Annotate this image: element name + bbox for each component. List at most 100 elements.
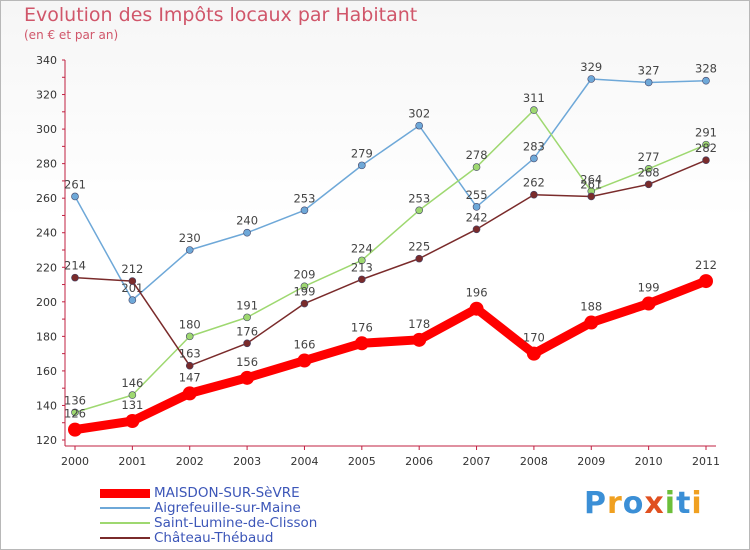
data-point	[243, 313, 251, 322]
data-point	[584, 315, 599, 330]
data-label: 178	[408, 317, 430, 331]
data-label: 212	[121, 262, 143, 276]
data-label: 311	[523, 91, 545, 105]
data-label: 282	[695, 141, 717, 155]
data-label: 240	[236, 214, 258, 228]
data-point	[71, 273, 79, 282]
legend-item: Château-Thébaud	[100, 530, 273, 546]
y-tick-label: 180	[36, 330, 57, 343]
data-label: 163	[179, 347, 201, 361]
data-point	[644, 165, 653, 173]
data-label: 201	[121, 281, 143, 295]
y-tick-label: 280	[36, 158, 57, 171]
legend-label: Saint-Lumine-de-Clisson	[154, 515, 318, 531]
data-label: 329	[580, 60, 602, 74]
legend-item: Aigrefeuille-sur-Maine	[100, 500, 301, 516]
data-point	[472, 203, 481, 211]
data-point	[358, 161, 366, 170]
data-label: 170	[523, 331, 545, 345]
data-point	[125, 414, 140, 428]
y-tick-label: 120	[36, 434, 57, 447]
data-point	[644, 78, 653, 87]
data-point	[530, 190, 538, 199]
data-label: 261	[64, 177, 86, 191]
legend-label: Aigrefeuille-sur-Maine	[154, 500, 301, 516]
data-point	[644, 180, 653, 189]
data-point	[702, 76, 710, 85]
x-tick-label: 2009	[577, 455, 605, 468]
data-label: 199	[638, 281, 660, 295]
data-label: 196	[466, 286, 488, 300]
logo-letter: i	[691, 486, 703, 521]
legend-swatch	[100, 507, 150, 509]
data-label: 264	[580, 172, 602, 186]
data-label: 212	[695, 258, 717, 272]
data-point	[128, 391, 137, 399]
data-point	[530, 106, 538, 114]
data-label: 277	[638, 150, 660, 164]
y-tick-label: 220	[36, 261, 57, 274]
data-point	[587, 75, 596, 83]
data-label: 180	[179, 317, 201, 331]
y-tick-label: 300	[36, 123, 57, 136]
y-tick-label: 240	[36, 227, 57, 240]
legend-item: Saint-Lumine-de-Clisson	[100, 515, 317, 531]
data-label: 126	[64, 407, 86, 421]
x-tick-label: 2007	[463, 455, 491, 468]
x-tick-label: 2004	[290, 455, 318, 468]
data-point	[530, 154, 538, 163]
data-point	[71, 408, 79, 417]
x-tick-label: 2002	[176, 455, 204, 468]
logo-letter: i	[664, 486, 677, 521]
data-point	[354, 336, 369, 351]
data-point	[587, 192, 596, 201]
data-label: 283	[523, 139, 545, 153]
data-label: 166	[293, 338, 315, 352]
chart-title: Evolution des Impôts locaux par Habitant	[24, 4, 418, 26]
data-label: 268	[638, 165, 660, 179]
series-line	[74, 159, 707, 367]
data-point	[526, 346, 541, 361]
data-label: 255	[466, 188, 488, 202]
logo-letter: o	[622, 486, 645, 521]
y-tick-label: 160	[36, 365, 57, 378]
legend-label: Château-Thébaud	[154, 530, 274, 546]
data-label: 230	[179, 231, 201, 245]
data-point	[68, 422, 82, 437]
legend-swatch	[100, 522, 150, 524]
data-label: 176	[351, 320, 373, 334]
data-label: 224	[351, 241, 373, 255]
data-label: 291	[695, 126, 717, 140]
data-label: 146	[121, 376, 143, 390]
data-point	[128, 296, 137, 304]
data-label: 261	[580, 177, 602, 191]
legend-swatch	[100, 537, 150, 539]
legend-swatch	[100, 488, 150, 498]
logo-letter: x	[644, 486, 665, 521]
x-tick-label: 2000	[61, 455, 89, 468]
data-point	[185, 361, 194, 370]
data-point	[300, 282, 309, 291]
logo-letter: r	[607, 486, 623, 521]
x-tick-label: 2010	[635, 455, 663, 468]
data-label: 209	[293, 267, 315, 281]
data-point	[415, 206, 423, 215]
data-label: 278	[466, 148, 488, 162]
data-point	[300, 299, 309, 308]
data-label: 191	[236, 298, 258, 312]
y-tick-label: 200	[36, 296, 57, 309]
data-label: 253	[293, 191, 315, 205]
data-point	[415, 121, 423, 130]
logo-letter: P	[584, 486, 607, 521]
data-point	[415, 254, 423, 263]
series-line	[74, 78, 707, 301]
data-label: 242	[466, 210, 488, 224]
data-label: 253	[408, 191, 430, 205]
data-point	[641, 296, 656, 311]
data-label: 176	[236, 324, 258, 338]
data-point	[469, 301, 484, 316]
series-line	[74, 109, 707, 414]
data-label: 213	[351, 260, 373, 274]
data-label: 188	[580, 300, 602, 314]
